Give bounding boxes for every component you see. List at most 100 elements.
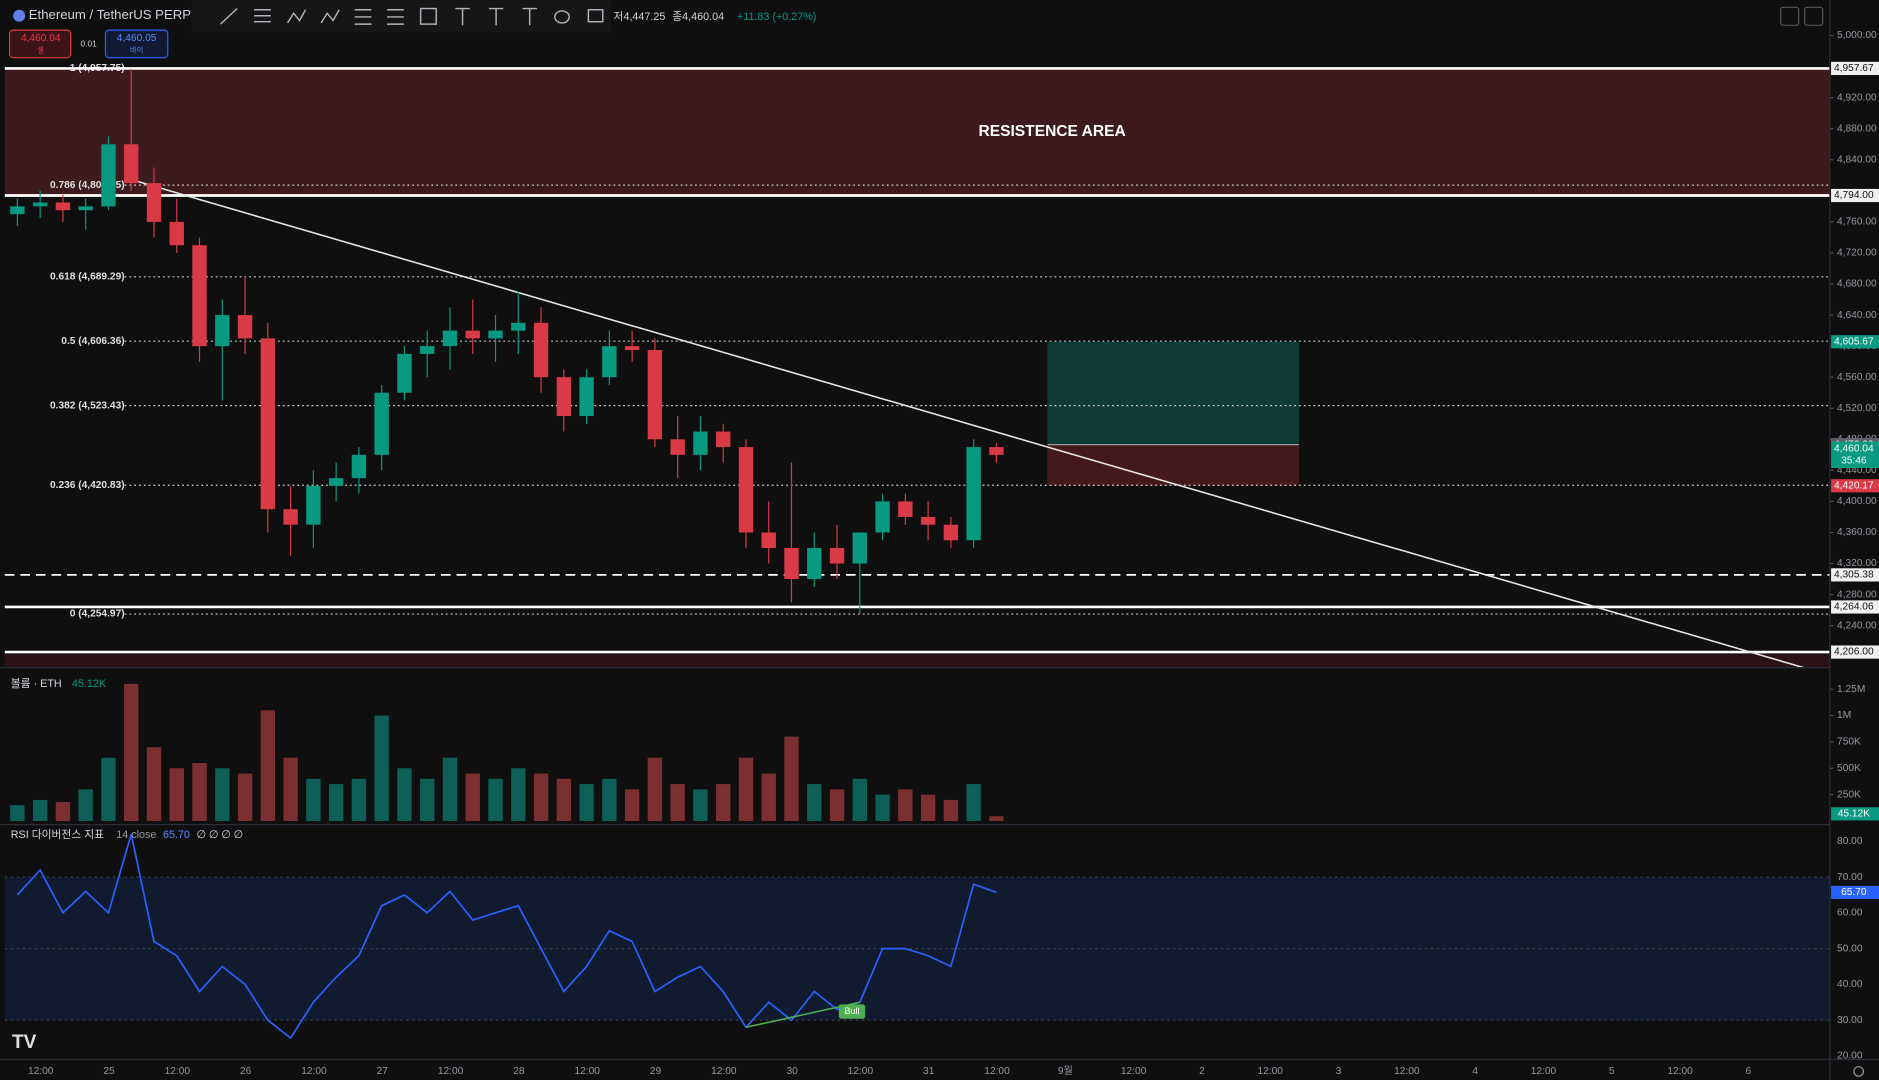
x-tick-label: 12:00 [848, 1066, 874, 1077]
volume-bar [192, 762, 207, 822]
candle-body [579, 377, 594, 417]
volume-bar [784, 736, 799, 822]
x-tick-label: 12:00 [1531, 1066, 1557, 1077]
buy-price[interactable]: 4,460.05 [117, 33, 157, 44]
sell-price[interactable]: 4,460.04 [21, 33, 61, 44]
volume-bar [169, 768, 184, 822]
candle-body [283, 509, 298, 525]
volume-bar [420, 778, 435, 822]
volume-bar [306, 778, 321, 822]
candle-body [442, 330, 458, 347]
candle-body [647, 350, 663, 440]
settings-icon[interactable] [1853, 1066, 1865, 1077]
volume-bar [101, 757, 116, 822]
x-tick-label: 29 [650, 1066, 662, 1077]
rsi-badge: 65.70 [1841, 887, 1867, 898]
x-tick-label: 12:00 [711, 1066, 737, 1077]
y-tick-label: 4,320.00 [1837, 558, 1877, 569]
volume-bar [328, 784, 344, 822]
y-tick-label: 70.00 [1837, 872, 1863, 883]
y-tick-label: 4,560.00 [1837, 372, 1877, 383]
volume-bar [32, 799, 48, 822]
level-label: 4,794.00 [1834, 190, 1874, 201]
volume-bar [465, 773, 480, 822]
volume-bar [807, 784, 822, 822]
candle-body [32, 202, 48, 207]
candle-body [875, 501, 890, 533]
volume-bar [738, 757, 754, 822]
candle-body [124, 144, 139, 184]
y-tick-label: 1M [1837, 710, 1851, 721]
sell-label[interactable]: 셀 [37, 45, 44, 54]
x-tick-label: 30 [786, 1066, 798, 1077]
symbol[interactable]: Ethereum / TetherUS PERP [29, 7, 191, 22]
y-tick-label: 4,680.00 [1837, 279, 1877, 290]
level-label-bg [1831, 61, 1879, 76]
candle-body [533, 322, 549, 378]
x-tick-label: 3 [1336, 1066, 1342, 1077]
candle-body [351, 454, 367, 479]
x-tick-label: 26 [240, 1066, 252, 1077]
x-tick-label: 12:00 [1121, 1066, 1147, 1077]
buy-button[interactable] [104, 29, 169, 59]
candle-body [420, 346, 435, 354]
candle-body [761, 532, 776, 549]
volume-bar [693, 789, 708, 822]
candle-body [488, 330, 503, 339]
x-tick-label: 12:00 [984, 1066, 1010, 1077]
candle-body [693, 431, 708, 455]
candle-body [716, 431, 731, 448]
volume-bar [397, 768, 412, 822]
rsi-params: 14 close [116, 829, 156, 841]
candle-body [943, 524, 959, 541]
volume-bar [260, 710, 276, 822]
download-button[interactable] [1780, 6, 1800, 26]
candle-body [556, 377, 572, 417]
volume-badge: 45.12K [1838, 809, 1870, 820]
toolbar-icons[interactable] [220, 7, 604, 26]
ohlc-low: 저4,447.25 [614, 11, 666, 23]
x-tick-label: 28 [513, 1066, 525, 1077]
refresh-button[interactable] [1804, 6, 1824, 26]
volume-bar [943, 799, 959, 822]
y-tick-label: 250K [1837, 789, 1861, 800]
y-tick-label: 4,880.00 [1837, 123, 1877, 134]
candle-body [738, 447, 754, 533]
candle-body [10, 206, 25, 215]
fib-label: 0.618 (4,689.29) [50, 271, 125, 282]
volume-bar [989, 816, 1004, 822]
candle-body [306, 485, 321, 525]
stop-label-bg [1831, 479, 1879, 493]
buy-label[interactable]: 바이 [130, 45, 143, 54]
target-label: 4,605.67 [1834, 336, 1874, 347]
divergence-label: Bull [845, 1006, 860, 1016]
level-label: 4,206.00 [1834, 647, 1874, 658]
y-tick-label: 1.25M [1837, 684, 1865, 695]
candle-body [465, 330, 480, 339]
current-price-bg [1831, 441, 1879, 468]
spread: 0.01 [81, 39, 98, 49]
level-label: 4,305.38 [1834, 570, 1874, 581]
y-tick-label: 4,520.00 [1837, 403, 1877, 414]
y-tick-label: 60.00 [1837, 908, 1863, 919]
fib-label: 0.786 (4,807.35) [50, 180, 125, 191]
x-tick-label: 27 [377, 1066, 389, 1077]
y-tick-label: 500K [1837, 763, 1861, 774]
candle-body [260, 338, 276, 510]
stop-zone [1047, 444, 1300, 486]
candle-body [898, 501, 913, 517]
level-label-bg [1831, 568, 1879, 582]
y-tick-label: 80.00 [1837, 836, 1863, 847]
y-tick-label: 20.00 [1837, 1051, 1863, 1062]
volume-bar [488, 778, 503, 822]
volume-bar [852, 778, 868, 822]
x-tick-label: 31 [923, 1066, 935, 1077]
symbol-icon [13, 9, 26, 22]
x-tick-label: 12:00 [165, 1066, 191, 1077]
y-tick-label: 4,760.00 [1837, 217, 1877, 228]
candle-body [602, 346, 617, 378]
x-tick-label: 4 [1472, 1066, 1478, 1077]
volume-bar [146, 747, 162, 822]
sell-button[interactable] [8, 29, 72, 59]
